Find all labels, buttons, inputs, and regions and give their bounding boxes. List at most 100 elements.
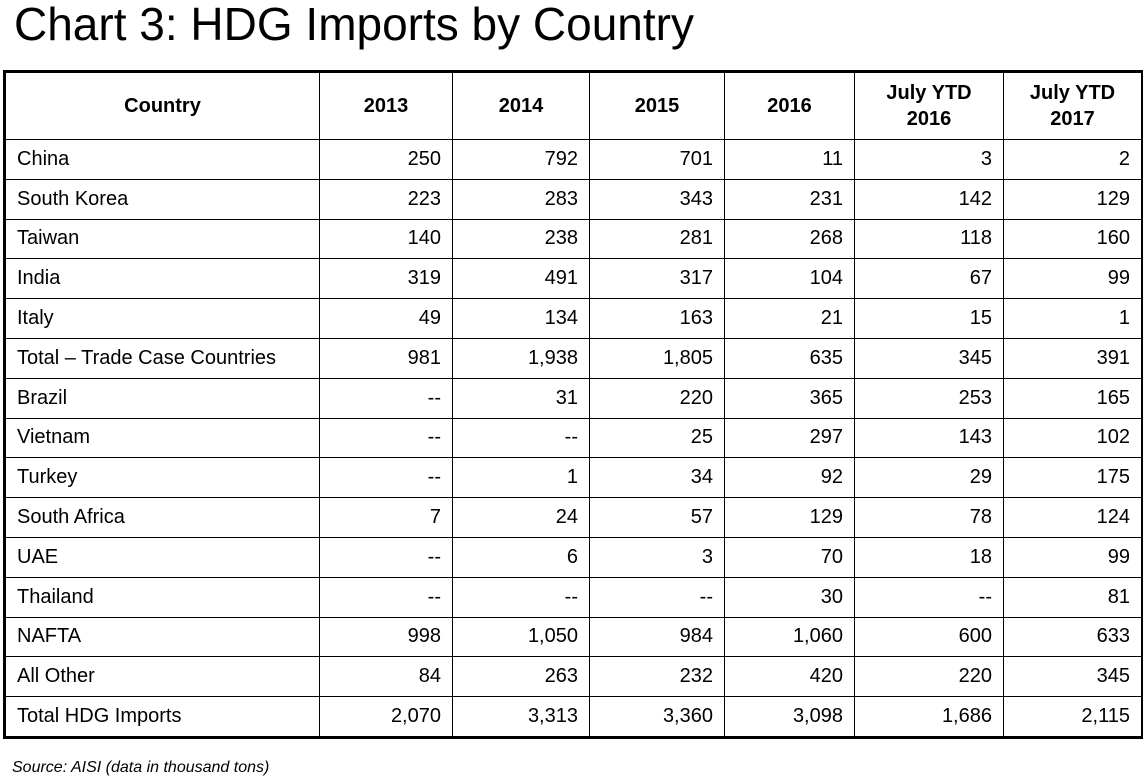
column-header: July YTD 2017 [1003, 72, 1142, 140]
value-cell: 281 [589, 218, 725, 260]
column-header: July YTD 2016 [854, 72, 1004, 140]
column-header-country: Country [5, 72, 320, 140]
value-cell: -- [319, 417, 453, 459]
value-cell: 7 [319, 497, 453, 538]
value-cell: 238 [452, 218, 590, 260]
value-cell: 3,098 [724, 696, 855, 737]
value-cell: 140 [319, 218, 453, 260]
value-cell: 160 [1003, 218, 1142, 260]
value-cell: -- [319, 536, 453, 578]
value-cell: 1,686 [854, 696, 1004, 737]
value-cell: 142 [854, 178, 1004, 220]
table-header-row: Country 2013 2014 2015 2016 July YTD 2016 July… [5, 72, 1142, 140]
table-row: All Other 84 263 232 420 220 345 [5, 656, 1142, 698]
table-row: Brazil -- 31 220 365 253 165 [5, 377, 1142, 419]
value-cell: 263 [452, 656, 590, 698]
imports-table-container: Country 2013 2014 2015 2016 July YTD 2016 July… [3, 70, 1143, 739]
value-cell: 1 [452, 457, 590, 499]
value-cell: 104 [724, 258, 855, 300]
value-cell: 365 [724, 377, 855, 419]
imports-table: Country 2013 2014 2015 2016 July YTD 2016 July… [5, 72, 1142, 737]
table-row: Italy 49 134 163 21 15 1 [5, 298, 1142, 339]
value-cell: 11 [724, 139, 855, 180]
value-cell: 99 [1003, 258, 1142, 300]
value-cell: -- [319, 576, 453, 618]
value-cell: 981 [319, 337, 453, 379]
value-cell: 701 [589, 139, 725, 180]
country-cell: UAE [5, 536, 320, 578]
value-cell: 67 [854, 258, 1004, 300]
value-cell: 220 [589, 377, 725, 419]
country-cell: Brazil [5, 377, 320, 419]
country-cell: Taiwan [5, 218, 320, 260]
column-header: 2014 [452, 72, 590, 140]
value-cell: 391 [1003, 337, 1142, 379]
value-cell: 15 [854, 298, 1004, 339]
value-cell: 635 [724, 337, 855, 379]
value-cell: 345 [854, 337, 1004, 379]
value-cell: 2,070 [319, 696, 453, 737]
table-row: Vietnam -- -- 25 297 143 102 [5, 417, 1142, 459]
country-cell: Total – Trade Case Countries [5, 337, 320, 379]
value-cell: 31 [452, 377, 590, 419]
value-cell: 3,313 [452, 696, 590, 737]
value-cell: 25 [589, 417, 725, 459]
table-row: South Korea 223 283 343 231 142 129 [5, 178, 1142, 220]
value-cell: 633 [1003, 616, 1142, 658]
country-cell: Italy [5, 298, 320, 339]
value-cell: 78 [854, 497, 1004, 538]
source-note: Source: AISI (data in thousand tons) [12, 759, 270, 776]
country-cell: Vietnam [5, 417, 320, 459]
value-cell: 18 [854, 536, 1004, 578]
value-cell: 129 [1003, 178, 1142, 220]
value-cell: 129 [724, 497, 855, 538]
value-cell: 253 [854, 377, 1004, 419]
value-cell: 57 [589, 497, 725, 538]
value-cell: 163 [589, 298, 725, 339]
value-cell: 102 [1003, 417, 1142, 459]
value-cell: 2,115 [1003, 696, 1142, 737]
value-cell: 1,060 [724, 616, 855, 658]
value-cell: 220 [854, 656, 1004, 698]
value-cell: 21 [724, 298, 855, 339]
value-cell: 143 [854, 417, 1004, 459]
value-cell: -- [854, 576, 1004, 618]
value-cell: 1,050 [452, 616, 590, 658]
value-cell: 317 [589, 258, 725, 300]
column-header: 2013 [319, 72, 453, 140]
table-row: NAFTA 998 1,050 984 1,060 600 633 [5, 616, 1142, 658]
country-cell: All Other [5, 656, 320, 698]
value-cell: 232 [589, 656, 725, 698]
value-cell: 34 [589, 457, 725, 499]
value-cell: 118 [854, 218, 1004, 260]
value-cell: 165 [1003, 377, 1142, 419]
value-cell: 3 [854, 139, 1004, 180]
value-cell: 491 [452, 258, 590, 300]
table-row: Total – Trade Case Countries 981 1,938 1,80… [5, 337, 1142, 379]
table-body: China 250 792 701 11 3 2 South Korea 223 283 343 23… [5, 139, 1142, 737]
value-cell: 70 [724, 536, 855, 578]
country-cell: NAFTA [5, 616, 320, 658]
value-cell: 24 [452, 497, 590, 538]
country-cell: India [5, 258, 320, 300]
table-row: UAE -- 6 3 70 18 99 [5, 536, 1142, 578]
value-cell: -- [319, 377, 453, 419]
value-cell: -- [452, 417, 590, 459]
value-cell: 345 [1003, 656, 1142, 698]
value-cell: 420 [724, 656, 855, 698]
value-cell: 92 [724, 457, 855, 499]
value-cell: 998 [319, 616, 453, 658]
table-row: Turkey -- 1 34 92 29 175 [5, 457, 1142, 499]
table-row: India 319 491 317 104 67 99 [5, 258, 1142, 300]
table-row: Taiwan 140 238 281 268 118 160 [5, 218, 1142, 260]
value-cell: 268 [724, 218, 855, 260]
country-cell: South Africa [5, 497, 320, 538]
value-cell: 1 [1003, 298, 1142, 339]
value-cell: 124 [1003, 497, 1142, 538]
value-cell: 1,938 [452, 337, 590, 379]
value-cell: 3 [589, 536, 725, 578]
country-cell: Thailand [5, 576, 320, 618]
table-row: Total HDG Imports 2,070 3,313 3,360 3,098 1,6… [5, 696, 1142, 737]
value-cell: 81 [1003, 576, 1142, 618]
table-row: South Africa 7 24 57 129 78 124 [5, 497, 1142, 538]
